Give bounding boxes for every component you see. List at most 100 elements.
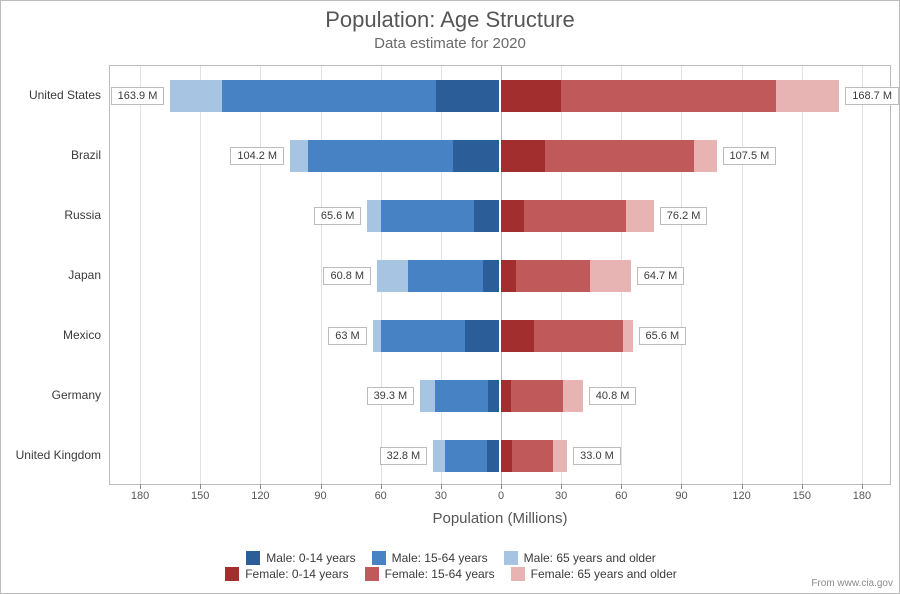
country-label: Brazil	[1, 148, 101, 162]
x-tick-label: 180	[131, 490, 149, 502]
bar-female-0-14	[501, 260, 516, 292]
bar-female-65	[694, 140, 716, 172]
country-label: United States	[1, 88, 101, 102]
x-tick-label: 90	[675, 490, 687, 502]
bar-female-15-64	[545, 140, 694, 172]
x-tick-label: 180	[853, 490, 871, 502]
legend-swatch	[365, 567, 379, 581]
bar-male-65	[377, 260, 408, 292]
legend-label: Female: 65 years and older	[531, 567, 677, 581]
bar-female-15-64	[516, 260, 590, 292]
legend-swatch	[372, 551, 386, 565]
bar-female-65	[590, 260, 631, 292]
bar-male-65	[420, 380, 435, 412]
x-tick-label: 60	[615, 490, 627, 502]
legend-swatch	[504, 551, 518, 565]
male-total-label: 65.6 M	[314, 207, 362, 225]
country-label: Germany	[1, 388, 101, 402]
bar-female-65	[626, 200, 654, 232]
bar-male-15-64	[381, 200, 475, 232]
bar-female-0-14	[501, 200, 524, 232]
bar-female-65	[563, 380, 583, 412]
legend-item-male-15-64: Male: 15-64 years	[372, 551, 488, 565]
chart-row: 65.6 M 76.2 M	[110, 186, 890, 246]
bar-male-0-14	[488, 380, 499, 412]
chart-row: 60.8 M 64.7 M	[110, 246, 890, 306]
bar-male-0-14	[453, 140, 499, 172]
chart-frame: Population: Age Structure Data estimate …	[0, 0, 900, 594]
bar-male-65	[433, 440, 445, 472]
chart-subtitle: Data estimate for 2020	[1, 35, 899, 52]
bar-female-0-14	[501, 140, 545, 172]
country-label: Japan	[1, 268, 101, 282]
bar-female-0-14	[501, 380, 511, 412]
chart-row: 39.3 M 40.8 M	[110, 366, 890, 426]
female-total-label: 65.6 M	[639, 327, 687, 345]
bar-female-0-14	[501, 80, 561, 112]
male-total-label: 63 M	[328, 327, 366, 345]
x-tick-label: 60	[375, 490, 387, 502]
chart-row: 32.8 M33.0 M	[110, 426, 890, 486]
x-tick-label: 30	[435, 490, 447, 502]
bar-female-15-64	[561, 80, 776, 112]
legend-row-female: Female: 0-14 years Female: 15-64 years F…	[1, 567, 900, 581]
female-total-label: 40.8 M	[589, 387, 637, 405]
x-tick-label: 120	[251, 490, 269, 502]
bar-male-15-64	[308, 140, 454, 172]
male-total-label: 163.9 M	[111, 87, 165, 105]
legend-label: Female: 15-64 years	[385, 567, 495, 581]
legend-label: Male: 0-14 years	[266, 551, 355, 565]
x-tick-label: 120	[732, 490, 750, 502]
legend: Male: 0-14 years Male: 15-64 years Male:…	[1, 549, 900, 581]
female-total-label: 107.5 M	[723, 147, 777, 165]
x-tick-label: 30	[555, 490, 567, 502]
legend-swatch	[246, 551, 260, 565]
bar-female-15-64	[512, 440, 553, 472]
bar-male-0-14	[465, 320, 499, 352]
bar-female-65	[623, 320, 633, 352]
x-tick-label: 0	[498, 490, 504, 502]
bar-female-15-64	[534, 320, 623, 352]
male-total-label: 104.2 M	[230, 147, 284, 165]
female-total-label: 64.7 M	[637, 267, 685, 285]
bar-female-65	[776, 80, 840, 112]
legend-item-female-65: Female: 65 years and older	[511, 567, 677, 581]
source-note: From www.cia.gov	[811, 578, 893, 589]
bar-female-15-64	[511, 380, 563, 412]
bar-male-15-64	[222, 80, 437, 112]
bar-male-0-14	[436, 80, 499, 112]
female-total-label: 33.0 M	[573, 447, 621, 465]
legend-label: Female: 0-14 years	[245, 567, 348, 581]
female-total-label: 168.7 M	[845, 87, 899, 105]
bar-male-0-14	[483, 260, 499, 292]
country-label: Mexico	[1, 328, 101, 342]
x-tick-label: 150	[191, 490, 209, 502]
bar-male-0-14	[474, 200, 499, 232]
bar-female-0-14	[501, 440, 512, 472]
legend-label: Male: 15-64 years	[392, 551, 488, 565]
legend-label: Male: 65 years and older	[524, 551, 656, 565]
male-total-label: 39.3 M	[367, 387, 415, 405]
legend-item-female-0-14: Female: 0-14 years	[225, 567, 348, 581]
bar-male-65	[367, 200, 380, 232]
x-tick-label: 150	[793, 490, 811, 502]
x-tick-label: 90	[314, 490, 326, 502]
plot-area: Population (Millions) 180150120906030030…	[109, 65, 891, 485]
bar-male-15-64	[408, 260, 483, 292]
country-label: United Kingdom	[1, 448, 101, 462]
legend-row-male: Male: 0-14 years Male: 15-64 years Male:…	[1, 551, 900, 565]
bar-male-15-64	[445, 440, 487, 472]
legend-swatch	[511, 567, 525, 581]
bar-male-15-64	[435, 380, 488, 412]
female-total-label: 76.2 M	[660, 207, 708, 225]
chart-row: 163.9 M168.7 M	[110, 66, 890, 126]
bar-male-65	[290, 140, 307, 172]
legend-item-male-65: Male: 65 years and older	[504, 551, 656, 565]
male-total-label: 60.8 M	[323, 267, 371, 285]
bar-female-0-14	[501, 320, 534, 352]
bar-female-15-64	[524, 200, 626, 232]
legend-swatch	[225, 567, 239, 581]
bar-male-65	[373, 320, 381, 352]
chart-title: Population: Age Structure	[1, 7, 899, 33]
legend-item-male-0-14: Male: 0-14 years	[246, 551, 355, 565]
